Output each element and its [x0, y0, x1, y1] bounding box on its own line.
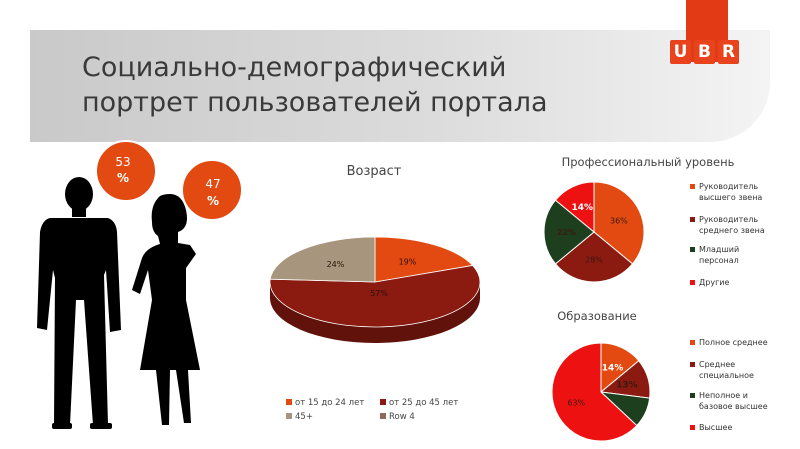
logo-letter-b: B	[694, 40, 715, 64]
age-pie: 19% 57% 24%	[269, 236, 481, 343]
male-percent-unit: %	[117, 171, 129, 185]
education-legend-label-3: Неполное и базовое высшее	[699, 391, 768, 411]
page-title-line1: Социально-демографический	[82, 52, 507, 83]
age-legend-swatch-3	[286, 413, 292, 419]
professional-slice-3	[543, 199, 595, 265]
education-legend-swatch-4	[690, 425, 695, 430]
age-legend-swatch-1	[286, 399, 292, 405]
education-slice-4	[551, 342, 638, 442]
education-data-label-4: 63%	[567, 399, 585, 408]
education-legend-swatch-1	[690, 340, 695, 345]
male-silhouette-icon	[37, 177, 121, 429]
professional-legend-label-1: Руководитель высшего звена	[699, 182, 762, 202]
age-chart: Возраст 19% 57% 24% от 15 до 24 лет от 25 д…	[269, 164, 481, 422]
education-chart: Образование 14% 13% 63% Полное среднее Сред…	[551, 309, 768, 442]
age-legend-label-2: от 25 до 45 лет	[389, 398, 458, 408]
female-percent-value: 47	[205, 177, 220, 191]
age-data-label-1: 19%	[399, 258, 417, 267]
age-legend-label-3: 45+	[295, 412, 313, 422]
education-data-label-2: 13%	[616, 380, 638, 390]
female-percent-unit: %	[207, 194, 219, 208]
professional-legend-swatch-1	[690, 184, 695, 189]
professional-slice-2	[554, 231, 634, 283]
age-slice-1	[374, 236, 474, 283]
age-slice-3	[269, 236, 376, 283]
education-legend-label-2: Среднее специальное	[699, 360, 754, 380]
professional-legend-label-2: Руководитель среднего звена	[699, 215, 765, 235]
professional-data-label-4: 14%	[572, 203, 594, 213]
education-legend-swatch-2	[690, 362, 695, 367]
professional-legend-label-3: Младший персонал	[699, 245, 739, 265]
professional-chart: Профессиональный уровень 36% 28% 22% 14% Ру…	[543, 155, 765, 287]
professional-chart-title: Профессиональный уровень	[562, 155, 735, 169]
female-percent-bubble: 47 %	[181, 159, 243, 221]
professional-data-label-2: 28%	[585, 256, 603, 265]
male-percent-value: 53	[115, 155, 130, 169]
education-legend-label-1: Полное среднее	[699, 338, 768, 347]
professional-slice-4	[554, 181, 595, 234]
age-legend-label-1: от 15 до 24 лет	[295, 398, 364, 408]
age-legend: от 15 до 24 лет от 25 до 45 лет 45+ Row 4	[286, 398, 458, 422]
age-legend-label-4: Row 4	[389, 412, 415, 422]
professional-legend-swatch-4	[690, 280, 695, 285]
professional-data-label-1: 36%	[610, 216, 628, 225]
age-data-label-3: 24%	[327, 260, 345, 269]
ubr-logo: U B R	[670, 40, 739, 64]
logo-letter-r: R	[718, 40, 739, 64]
professional-legend-label-4: Другие	[699, 278, 729, 287]
age-data-label-2: 57%	[370, 289, 388, 298]
education-data-label-1: 14%	[602, 364, 624, 374]
education-pie: 14% 13% 63%	[551, 342, 651, 442]
professional-slice-1	[593, 181, 645, 265]
education-legend: Полное среднее Среднее специальное Неполное…	[690, 338, 768, 432]
education-legend-swatch-3	[690, 393, 695, 398]
female-silhouette-icon	[132, 194, 200, 425]
education-legend-label-4: Высшее	[699, 423, 732, 432]
professional-legend-swatch-3	[690, 247, 695, 252]
title-banner	[30, 30, 770, 142]
professional-data-label-3: 22%	[557, 228, 576, 237]
age-legend-swatch-2	[380, 399, 386, 405]
page-title: Социально-демографический портрет пользо…	[82, 50, 548, 120]
professional-legend-swatch-2	[690, 217, 695, 222]
age-legend-swatch-4	[380, 413, 386, 419]
logo-letter-u: U	[670, 40, 691, 64]
age-chart-title: Возраст	[347, 164, 402, 179]
education-chart-title: Образование	[557, 309, 637, 323]
male-percent-bubble: 53 %	[95, 140, 157, 202]
professional-legend: Руководитель высшего звена Руководитель сре…	[690, 182, 765, 287]
page-title-line2: портрет пользователей портала	[82, 87, 548, 118]
age-wall-2	[270, 282, 480, 343]
professional-pie: 36% 28% 22% 14%	[543, 181, 645, 283]
